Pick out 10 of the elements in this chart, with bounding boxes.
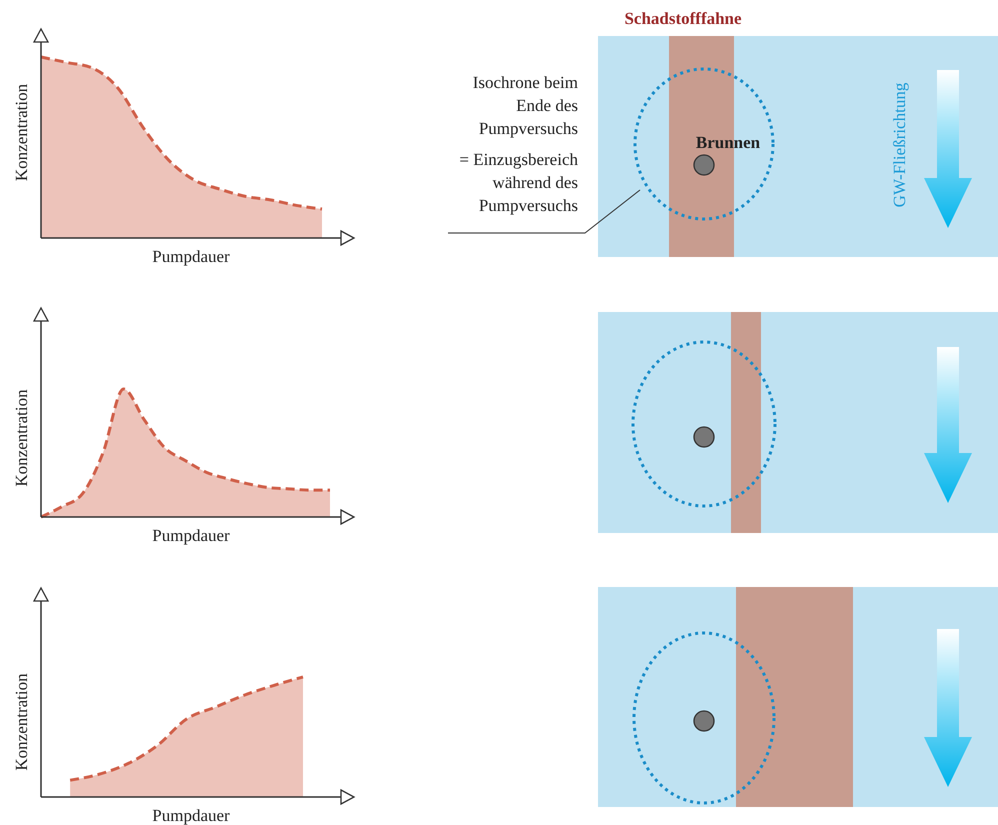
x-axis-title: Pumpdauer [152, 806, 230, 825]
x-axis-title: Pumpdauer [152, 247, 230, 266]
y-axis-title: Konzentration [12, 388, 31, 487]
y-axis-title: Konzentration [12, 83, 31, 182]
text: = Einzugsbereich während des Pumpversuchs [459, 150, 578, 215]
text: Schadstofffahne [624, 9, 742, 28]
x-axis-title: Pumpdauer [152, 526, 230, 545]
text: Isochrone beim Ende des Pumpversuchs [472, 73, 578, 138]
text: GW-Fließrichtung [890, 82, 909, 208]
y-axis-title: Konzentration [12, 672, 31, 771]
